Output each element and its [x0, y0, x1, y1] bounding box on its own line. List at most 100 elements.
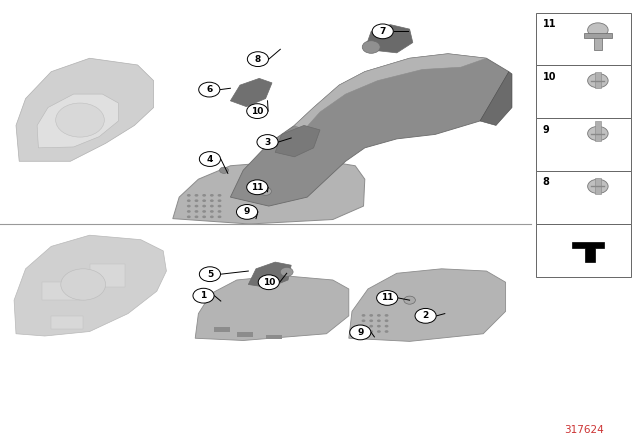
Circle shape	[202, 215, 206, 218]
Text: 2: 2	[422, 311, 429, 320]
Circle shape	[284, 158, 292, 164]
Text: 317624: 317624	[564, 426, 604, 435]
Circle shape	[202, 205, 206, 207]
Text: 9: 9	[357, 328, 364, 337]
Circle shape	[362, 319, 365, 322]
Bar	[595, 178, 601, 194]
Bar	[214, 327, 230, 332]
Circle shape	[210, 194, 214, 197]
Circle shape	[369, 330, 373, 333]
Circle shape	[218, 205, 221, 207]
Circle shape	[210, 215, 214, 218]
Circle shape	[257, 134, 278, 149]
Polygon shape	[173, 159, 365, 224]
Circle shape	[220, 167, 228, 173]
Circle shape	[195, 199, 198, 202]
Circle shape	[385, 330, 388, 333]
Circle shape	[187, 215, 191, 218]
Polygon shape	[365, 25, 413, 53]
Bar	[594, 37, 602, 50]
Polygon shape	[230, 54, 509, 206]
Bar	[42, 282, 80, 300]
Circle shape	[385, 319, 388, 322]
Bar	[51, 316, 83, 329]
Text: 4: 4	[207, 155, 213, 164]
Circle shape	[218, 210, 221, 213]
Text: 6: 6	[206, 85, 212, 94]
Circle shape	[404, 296, 415, 304]
Polygon shape	[572, 242, 604, 262]
Text: 11: 11	[251, 183, 264, 192]
Circle shape	[218, 194, 221, 197]
Polygon shape	[37, 94, 118, 148]
Circle shape	[588, 179, 608, 194]
Circle shape	[369, 325, 373, 327]
Circle shape	[588, 126, 608, 141]
Bar	[266, 335, 282, 339]
Circle shape	[210, 205, 214, 207]
Polygon shape	[195, 276, 349, 340]
Circle shape	[200, 267, 220, 281]
Circle shape	[385, 314, 388, 317]
Circle shape	[195, 210, 198, 213]
Text: 5: 5	[207, 270, 213, 279]
Circle shape	[377, 314, 381, 317]
Text: 1: 1	[200, 291, 207, 300]
Circle shape	[247, 103, 268, 118]
Circle shape	[322, 164, 331, 170]
Polygon shape	[230, 78, 272, 107]
Bar	[90, 264, 125, 287]
Text: 10: 10	[543, 72, 556, 82]
Text: 9: 9	[244, 207, 250, 216]
Text: 11: 11	[543, 19, 556, 29]
Circle shape	[588, 73, 608, 88]
Circle shape	[247, 180, 268, 194]
Bar	[584, 33, 612, 38]
Text: 7: 7	[380, 27, 386, 36]
Circle shape	[202, 199, 206, 202]
Polygon shape	[294, 54, 486, 130]
Circle shape	[56, 103, 104, 137]
Bar	[237, 332, 253, 337]
Text: 8: 8	[543, 177, 550, 187]
Circle shape	[202, 210, 206, 213]
Circle shape	[259, 275, 280, 289]
Text: 11: 11	[381, 293, 394, 302]
Polygon shape	[248, 262, 291, 288]
Polygon shape	[16, 58, 154, 161]
Text: 8: 8	[255, 55, 261, 64]
Circle shape	[248, 52, 269, 67]
Polygon shape	[349, 269, 506, 341]
Circle shape	[260, 187, 271, 195]
Text: 10: 10	[251, 107, 264, 116]
Bar	[536, 171, 631, 224]
Circle shape	[187, 194, 191, 197]
Text: 3: 3	[264, 138, 271, 146]
Circle shape	[218, 199, 221, 202]
Circle shape	[362, 325, 365, 327]
Circle shape	[369, 319, 373, 322]
Circle shape	[377, 330, 381, 333]
Circle shape	[187, 210, 191, 213]
Circle shape	[377, 325, 381, 327]
Circle shape	[349, 325, 371, 340]
Circle shape	[237, 204, 258, 219]
Circle shape	[200, 151, 220, 166]
Bar	[595, 121, 601, 141]
Circle shape	[369, 314, 373, 317]
Circle shape	[198, 82, 220, 97]
Polygon shape	[14, 235, 166, 336]
Bar	[536, 65, 631, 118]
Circle shape	[202, 194, 206, 197]
Text: 9: 9	[543, 125, 550, 134]
Circle shape	[385, 325, 388, 327]
Circle shape	[362, 314, 365, 317]
Circle shape	[372, 24, 393, 39]
Circle shape	[362, 41, 380, 53]
Circle shape	[187, 205, 191, 207]
Circle shape	[252, 160, 260, 167]
Circle shape	[415, 309, 436, 323]
Bar	[536, 224, 631, 277]
Circle shape	[376, 290, 398, 306]
Bar	[536, 13, 631, 65]
